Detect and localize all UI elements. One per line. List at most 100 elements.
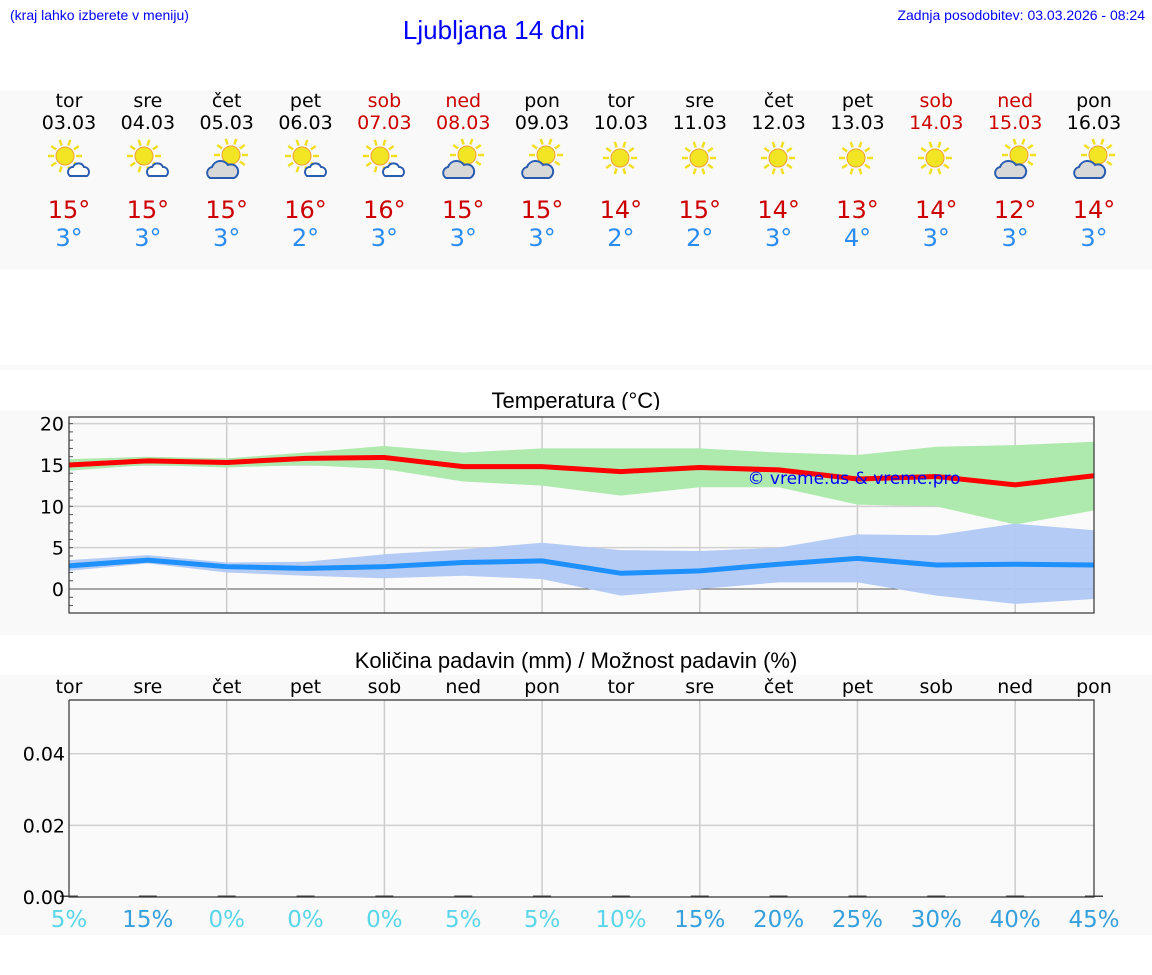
sun-icon (602, 141, 637, 175)
day-name: ned (997, 90, 1034, 112)
day-date: 11.03 (672, 112, 727, 134)
precip-probability: 25% (832, 907, 883, 933)
max-temp-line (68, 455, 1095, 488)
day-date: 05.03 (199, 112, 254, 134)
high-temp: 12° (993, 196, 1037, 224)
high-temp: 14° (757, 196, 800, 224)
precip-bar (769, 895, 788, 897)
day-name: sob (919, 90, 954, 112)
plot-frame (68, 416, 1095, 614)
high-temp: 16° (284, 196, 327, 224)
high-temp: 13° (836, 196, 879, 224)
sun-small-cloud-icon (126, 139, 169, 177)
low-temp: 2° (607, 224, 635, 252)
day-column: čet 12.03 14° 3° (739, 90, 819, 252)
day-column: tor 03.03 15° 3° (29, 90, 109, 252)
plot-frame (68, 699, 1095, 898)
day-date: 10.03 (593, 112, 649, 134)
day-name: sre (685, 90, 715, 112)
temperature-chart-title: Temperatura (°C) (491, 388, 661, 413)
precip-bar (533, 895, 552, 897)
low-temp: 3° (1001, 224, 1029, 252)
day-date: 03.03 (41, 112, 97, 134)
y-tick-label: 0.00 (23, 887, 65, 909)
precip-probability: 0% (287, 907, 324, 933)
precip-probability: 0% (208, 907, 245, 933)
high-temp: 15° (47, 196, 91, 224)
high-temp: 15° (205, 196, 248, 224)
divider (0, 365, 1152, 370)
day-date: 16.03 (1066, 112, 1122, 134)
sun-icon (760, 141, 795, 175)
day-label: čet (764, 676, 794, 698)
y-tick-label: 20 (40, 414, 64, 436)
y-tick-label: 0 (52, 579, 64, 601)
high-temp: 14° (1072, 196, 1116, 224)
precip-bar (690, 895, 709, 897)
day-label: pon (524, 676, 560, 698)
location-hint-link[interactable]: (kraj lahko izberete v meniju) (10, 7, 189, 23)
sun-behind-cloud-icon (442, 138, 485, 179)
low-temp: 3° (55, 224, 83, 252)
precip-bar (138, 895, 157, 897)
day-column: čet 05.03 15° 3° (187, 90, 267, 252)
y-tick-label: 15 (40, 455, 64, 477)
day-name: tor (55, 90, 83, 112)
day-label: pet (842, 676, 873, 698)
precipitation-chart-title: Količina padavin (mm) / Možnost padavin … (354, 648, 798, 673)
precip-probability: 10% (595, 907, 646, 933)
day-label: sob (368, 676, 402, 698)
day-name: pon (1076, 90, 1112, 112)
day-date: 13.03 (830, 112, 885, 134)
precip-bar (848, 895, 867, 897)
day-date: 08.03 (436, 112, 491, 134)
precip-bar (1006, 895, 1025, 897)
precipitation-chart: tor sre čet pet sob ned pon tor sre čet pet sob ned p… (23, 676, 1120, 933)
day-date: 15.03 (987, 112, 1043, 134)
day-date: 04.03 (120, 112, 176, 134)
sun-icon (839, 141, 874, 175)
day-date: 14.03 (909, 112, 964, 134)
day-column: sre 11.03 15° 2° (660, 90, 740, 252)
y-tick-label: 5 (52, 538, 64, 560)
day-label: sre (685, 676, 714, 698)
day-name: pon (524, 90, 560, 112)
high-temp: 15° (126, 196, 170, 224)
precip-probability: 45% (1068, 907, 1119, 933)
precip-bar (454, 895, 473, 897)
precip-bar (217, 895, 236, 897)
sun-small-cloud-icon (48, 139, 90, 177)
day-column: pon 16.03 14° 3° (1054, 90, 1134, 252)
sun-small-cloud-icon (284, 139, 327, 177)
low-temp: 3° (764, 224, 793, 252)
high-temp: 16° (363, 196, 406, 224)
day-date: 07.03 (357, 112, 412, 134)
y-tick-label: 0.02 (23, 815, 65, 837)
high-temp: 15° (678, 196, 722, 224)
low-temp: 2° (686, 224, 714, 252)
precip-bar (611, 895, 630, 897)
day-name: sob (367, 90, 402, 112)
day-label: ned (997, 676, 1033, 698)
day-date: 12.03 (751, 112, 806, 134)
watermark: © vreme.us & vreme.pro (747, 469, 960, 489)
day-label: čet (212, 676, 242, 698)
low-temp: 3° (1080, 224, 1108, 252)
day-column: ned 08.03 15° 3° (423, 90, 503, 252)
day-name: pet (289, 90, 322, 112)
low-temp: 3° (134, 224, 162, 252)
low-temp: 4° (843, 224, 872, 252)
low-temp: 3° (370, 224, 399, 252)
day-column: sob 07.03 16° 3° (344, 90, 424, 252)
precip-bar (927, 895, 946, 897)
precipitation-chart-panel: tor sre čet pet sob ned pon tor sre čet pet sob ned p… (0, 675, 1152, 935)
precip-probability: 0% (366, 907, 403, 933)
sun-behind-cloud-icon (994, 138, 1037, 179)
min-temp-band (69, 523, 1094, 604)
day-label: pon (1076, 676, 1112, 698)
daily-forecast-panel: tor 03.03 15° 3° sre 04.03 15° 3° čet 05.0… (0, 90, 1152, 270)
precip-probability: 5% (524, 907, 561, 933)
day-label: tor (607, 676, 634, 698)
day-name: čet (211, 90, 242, 112)
y-tick-label: 0.04 (23, 744, 65, 766)
